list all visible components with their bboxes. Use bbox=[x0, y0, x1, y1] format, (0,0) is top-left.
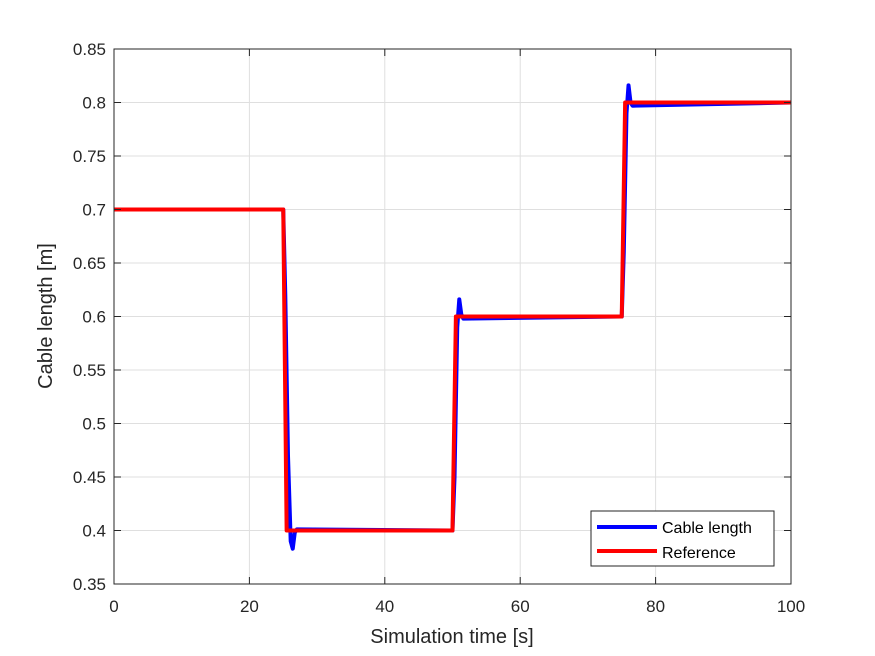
y-tick-label: 0.5 bbox=[82, 415, 106, 434]
y-tick-label: 0.6 bbox=[82, 308, 106, 327]
x-tick-labels: 0 20 40 60 80 100 bbox=[109, 597, 805, 616]
y-tick-label: 0.85 bbox=[73, 40, 106, 59]
x-tick-label: 100 bbox=[777, 597, 805, 616]
y-tick-label: 0.65 bbox=[73, 254, 106, 273]
x-tick-label: 60 bbox=[511, 597, 530, 616]
y-tick-label: 0.7 bbox=[82, 201, 106, 220]
y-axis-label: Cable length [m] bbox=[35, 243, 57, 389]
y-tick-label: 0.75 bbox=[73, 147, 106, 166]
x-tick-label: 80 bbox=[646, 597, 665, 616]
y-tick-label: 0.4 bbox=[82, 522, 106, 541]
y-tick-label: 0.55 bbox=[73, 361, 106, 380]
legend-label-cable-length: Cable length bbox=[662, 520, 752, 537]
legend: Cable length Reference bbox=[590, 510, 775, 567]
legend-label-reference: Reference bbox=[662, 545, 736, 562]
x-tick-label: 0 bbox=[109, 597, 118, 616]
x-tick-label: 40 bbox=[375, 597, 394, 616]
x-axis-label: Simulation time [s] bbox=[370, 626, 533, 648]
x-tick-label: 20 bbox=[240, 597, 259, 616]
series-line-reference bbox=[114, 100, 791, 533]
series-lines bbox=[114, 83, 792, 551]
y-tick-label: 0.35 bbox=[73, 575, 106, 594]
y-tick-label: 0.8 bbox=[82, 94, 106, 113]
y-tick-label: 0.45 bbox=[73, 468, 106, 487]
legend-box bbox=[590, 510, 775, 567]
y-tick-labels: 0.35 0.4 0.45 0.5 0.55 0.6 0.65 0.7 0.75 0.8 0.85 bbox=[73, 40, 106, 594]
axis-ticks bbox=[113, 48, 792, 585]
